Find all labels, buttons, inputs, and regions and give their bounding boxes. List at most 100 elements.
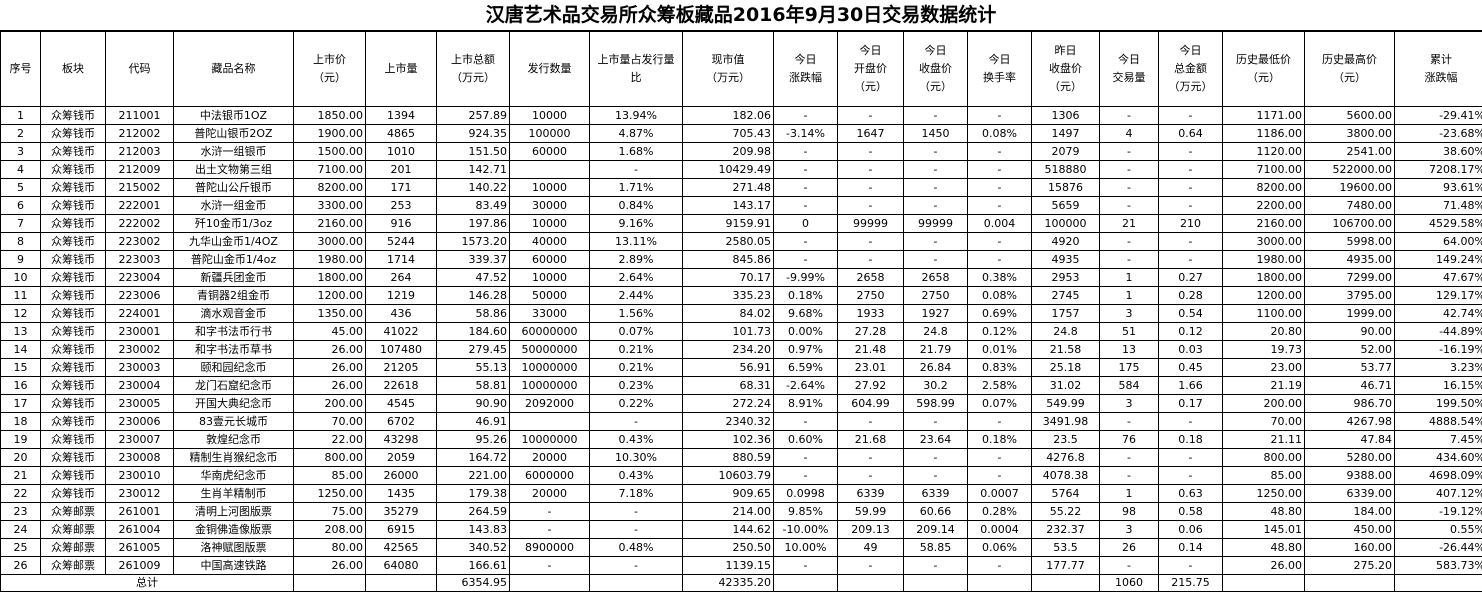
table-cell: 新疆兵团金币 (173, 268, 294, 287)
table-cell: -2.64% (773, 376, 838, 395)
table-cell: 九华山金币1/4OZ (173, 232, 294, 251)
table-cell: 23.64 (903, 430, 968, 449)
table-cell: 15 (0, 358, 41, 377)
table-cell: 歼10金币1/3oz (173, 214, 294, 233)
table-cell: 83.49 (436, 196, 510, 215)
table-cell: 4267.98 (1304, 412, 1395, 431)
table-cell: 179.38 (436, 484, 510, 503)
table-cell: 众筹钱币 (40, 430, 106, 449)
table-cell: 众筹钱币 (40, 412, 106, 431)
table-cell: 46.91 (436, 412, 510, 431)
table-row: 10 众筹钱币 223004 新疆兵团金币 1800.00 264 47.52 10000 2.… (0, 268, 1482, 287)
table-cell: 1850.00 (293, 106, 366, 125)
table-cell: 1497 (1031, 124, 1100, 143)
table-cell: 90.90 (436, 394, 510, 413)
table-cell: 1200.00 (1222, 286, 1305, 305)
table-cell: - (837, 250, 904, 269)
table-cell: 107480 (365, 340, 437, 359)
table-cell: 12 (0, 304, 41, 323)
table-cell: 60000 (509, 142, 590, 161)
table-cell: 58.85 (903, 538, 968, 557)
total-cell-empty (1304, 574, 1395, 592)
table-cell: - (1099, 250, 1159, 269)
table-row: 21 众筹钱币 230010 华南虎纪念币 85.00 26000 221.00 600000… (0, 466, 1482, 485)
table-cell: 9.16% (589, 214, 683, 233)
table-cell: 1980.00 (1222, 250, 1305, 269)
table-cell: 261005 (105, 538, 174, 557)
table-cell: 0.38% (967, 268, 1032, 287)
total-row: 总计 6354.95 42335.20 1060 215.75 (0, 574, 1482, 592)
table-cell: 223003 (105, 250, 174, 269)
table-cell: 10603.79 (682, 466, 774, 485)
table-cell: 101.73 (682, 322, 774, 341)
table-cell: 52.00 (1304, 340, 1395, 359)
table-cell: 10000 (509, 178, 590, 197)
table-cell: 43298 (365, 430, 437, 449)
table-cell: 1186.00 (1222, 124, 1305, 143)
table-cell: 436 (365, 304, 437, 323)
table-cell: 13.11% (589, 232, 683, 251)
table-row: 17 众筹钱币 230005 开国大典纪念币 200.00 4545 90.90 209200… (0, 394, 1482, 413)
table-cell: 261009 (105, 556, 174, 575)
table-cell: 0.07% (589, 322, 683, 341)
table-cell: 230012 (105, 484, 174, 503)
table-cell: 4545 (365, 394, 437, 413)
table-cell: 10000000 (509, 430, 590, 449)
table-cell: 21.79 (903, 340, 968, 359)
table-cell: 26.00 (293, 376, 366, 395)
table-cell: 16 (0, 376, 41, 395)
table-cell: - (967, 232, 1032, 251)
table-cell: 2 (0, 124, 41, 143)
table-cell: 0.54 (1158, 304, 1223, 323)
table-cell: 2953 (1031, 268, 1100, 287)
table-cell: 70.00 (1222, 412, 1305, 431)
table-row: 16 众筹钱币 230004 龙门石窟纪念币 26.00 22618 58.81 100000… (0, 376, 1482, 395)
table-cell: 201 (365, 160, 437, 179)
column-header: 板块 (40, 31, 106, 107)
table-cell: 19 (0, 430, 41, 449)
table-cell: 53.5 (1031, 538, 1100, 557)
table-cell: 98 (1099, 502, 1159, 521)
column-header: 今日 开盘价 （元） (837, 31, 904, 107)
table-cell: 0.28 (1158, 286, 1223, 305)
table-cell: 3 (0, 142, 41, 161)
table-cell: 8 (0, 232, 41, 251)
table-cell: 7.18% (589, 484, 683, 503)
table-cell: 3795.00 (1304, 286, 1395, 305)
table-cell: 1573.20 (436, 232, 510, 251)
table-cell: 60000 (509, 250, 590, 269)
table-cell: 0.08% (967, 124, 1032, 143)
table-cell: 10000000 (509, 358, 590, 377)
table-cell: 1714 (365, 250, 437, 269)
table-cell: - (1158, 412, 1223, 431)
table-cell: 9.85% (773, 502, 838, 521)
table-cell: - (837, 196, 904, 215)
table-cell: 184.60 (436, 322, 510, 341)
table-cell: 100000 (509, 124, 590, 143)
table-cell: 450.00 (1304, 520, 1395, 539)
table-cell: 26000 (365, 466, 437, 485)
table-cell: 2.44% (589, 286, 683, 305)
table-cell: 22618 (365, 376, 437, 395)
table-cell: 75.00 (293, 502, 366, 521)
table-cell: 3 (1099, 520, 1159, 539)
table-cell: -23.68% (1394, 124, 1482, 143)
table-cell: 42565 (365, 538, 437, 557)
table-cell: -3.14% (773, 124, 838, 143)
table-cell: 212002 (105, 124, 174, 143)
table-cell: 4.87% (589, 124, 683, 143)
table-cell: 986.70 (1304, 394, 1395, 413)
table-cell: 143.17 (682, 196, 774, 215)
table-cell: - (837, 412, 904, 431)
table-cell: 17 (0, 394, 41, 413)
table-cell: 0.97% (773, 340, 838, 359)
table-cell: - (903, 232, 968, 251)
table-row: 12 众筹钱币 224001 滴水观音金币 1350.00 436 58.86 33000 1.… (0, 304, 1482, 323)
table-cell: 中国高速铁路 (173, 556, 294, 575)
column-header: 藏品名称 (173, 31, 294, 107)
table-cell: 0.06% (967, 538, 1032, 557)
table-cell: 15876 (1031, 178, 1100, 197)
column-header: 今日 涨跌幅 (773, 31, 838, 107)
table-cell: 8200.00 (293, 178, 366, 197)
